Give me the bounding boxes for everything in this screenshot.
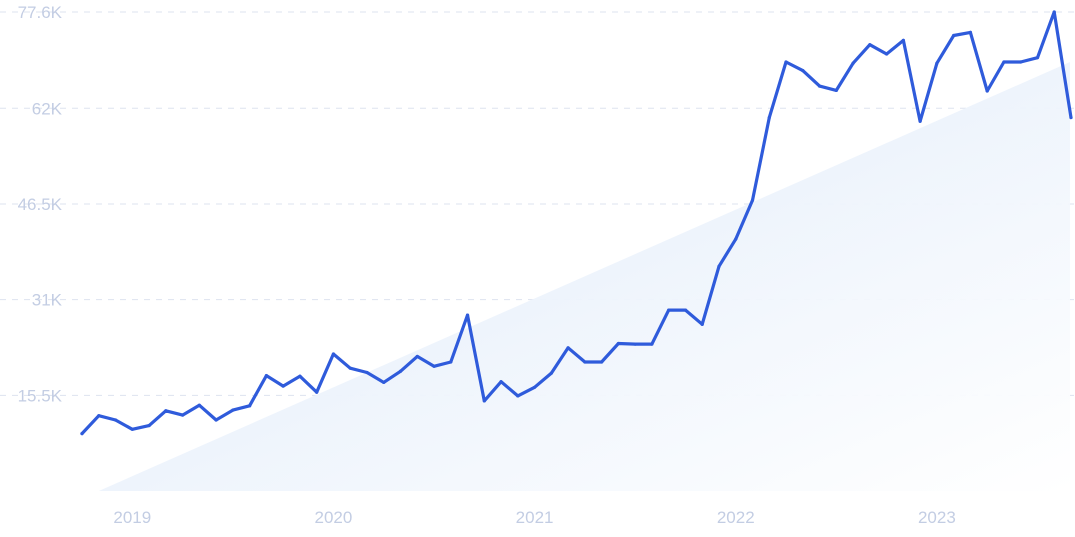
y-tick-label: 62K [32,99,63,118]
y-tick-label: 77.6K [18,3,63,22]
data-point [885,52,889,56]
data-point [784,60,788,64]
data-point [750,198,755,202]
data-point [432,364,436,368]
data-point [1035,56,1040,60]
data-point [113,418,118,422]
data-point [683,308,688,312]
data-point [331,352,336,356]
data-point [130,427,134,431]
data-point [281,384,285,388]
data-point [583,360,587,364]
data-point [147,423,151,428]
data-point [851,61,855,65]
data-point [180,413,185,417]
y-tick-label: 46.5K [18,195,63,214]
data-point [952,33,956,38]
data-point [449,360,453,364]
data-point [164,409,168,413]
data-point [968,30,973,34]
data-point [700,322,704,326]
data-point [868,43,872,47]
y-tick-label: 15.5K [18,386,63,405]
x-tick-label: 2023 [918,508,956,527]
data-point [918,119,922,123]
y-tick-label: 31K [32,291,63,310]
data-point [901,38,905,42]
data-point [717,264,721,268]
x-tick-label: 2019 [113,508,151,527]
data-point [834,88,838,92]
data-point [549,371,553,375]
data-point [566,346,570,350]
data-point [516,394,520,398]
x-tick-label: 2020 [315,508,353,527]
data-point [97,414,101,418]
data-point [985,89,989,93]
trend-area [98,61,1071,491]
data-point [482,399,486,403]
data-point [667,308,671,312]
data-point [600,360,604,364]
data-point [616,341,621,346]
x-tick-label: 2021 [516,508,554,527]
data-point [1019,60,1023,64]
data-point [80,431,84,436]
data-point [734,237,738,241]
data-point [465,313,470,317]
x-tick-label: 2022 [717,508,755,527]
series-line [80,10,1073,436]
data-point [767,115,771,120]
data-point [398,369,403,373]
data-points [80,10,1073,436]
data-point [315,390,319,394]
data-point [801,69,805,73]
data-point [197,403,201,407]
data-point [348,366,352,370]
data-point [231,408,235,412]
data-point [365,370,369,375]
y-axis-tick-labels: 15.5K 31K 46.5K 62K 77.6K [18,3,63,405]
data-point [298,374,302,378]
data-point [1052,10,1056,14]
data-point [935,61,939,65]
data-point [633,342,637,346]
data-point [415,354,419,359]
data-point [532,385,537,389]
data-point [1002,60,1006,64]
data-point [264,373,268,378]
data-point [214,418,218,422]
data-point [382,380,386,384]
data-point [248,404,252,408]
data-point [817,84,822,88]
data-point [1069,115,1073,120]
x-axis-tick-labels: 2019 2020 2021 2022 2023 [113,508,955,527]
data-point [499,380,503,384]
data-point [650,342,654,346]
